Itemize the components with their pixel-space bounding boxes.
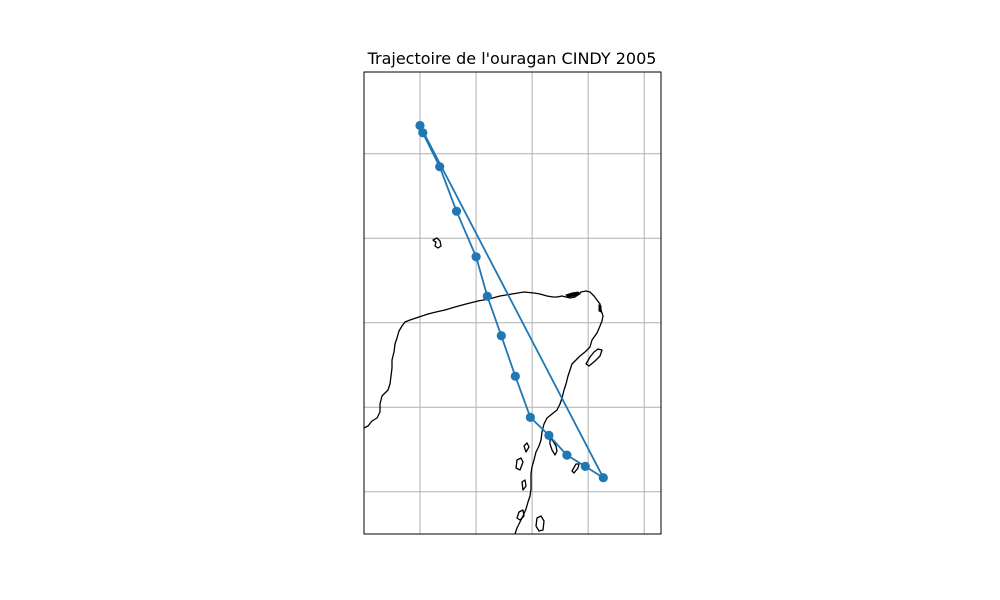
track-point-12 (418, 128, 428, 138)
track-point-2 (580, 461, 590, 471)
track-point-10 (451, 206, 462, 216)
island-belize-caye-3 (516, 509, 525, 521)
track-point-7 (496, 331, 506, 341)
island-belize-caye-2 (523, 442, 530, 453)
map-title: Trajectoire de l'ouragan CINDY 2005 (367, 49, 657, 68)
island-arrecife-alacranes (432, 237, 442, 249)
track-point-1 (598, 473, 608, 483)
island-cozumel (585, 348, 603, 367)
track-point-3 (562, 450, 572, 460)
track-point-11 (435, 162, 445, 172)
track-point-4 (544, 430, 554, 440)
hurricane-track (415, 120, 608, 483)
island-belize-caye-4 (535, 515, 545, 532)
island-isla-holbox (565, 291, 581, 298)
coastline-yucatan-peninsula (364, 290, 604, 534)
track-point-5 (525, 412, 536, 422)
island-glovers-reef (571, 463, 580, 474)
island-belize-caye-1 (515, 457, 524, 471)
track-point-8 (482, 291, 492, 301)
track-point-9 (471, 252, 481, 262)
track-point-13 (415, 120, 425, 131)
coastline (364, 237, 604, 534)
map-area (364, 72, 661, 534)
gridlines (364, 72, 661, 534)
island-isla-mujeres (598, 304, 602, 313)
track-point-6 (510, 371, 520, 381)
map-frame (363, 71, 662, 535)
island-belize-caye-5 (521, 479, 527, 491)
track-line (419, 124, 605, 479)
coastline-ambergris-caye (549, 437, 558, 456)
